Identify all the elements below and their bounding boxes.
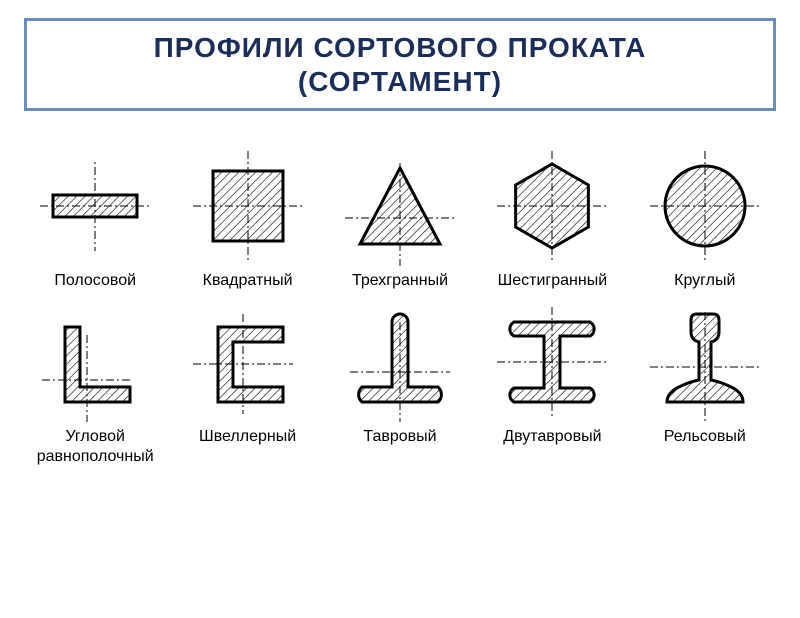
label-triangle: Трехгранный bbox=[352, 271, 448, 291]
cell-tee: Тавровый bbox=[327, 297, 473, 467]
hexagon-icon bbox=[482, 141, 622, 271]
label-tee: Тавровый bbox=[363, 427, 436, 447]
angle-icon bbox=[25, 297, 165, 427]
cell-hexagon: Шестигранный bbox=[479, 141, 625, 291]
cell-circle: Круглый bbox=[632, 141, 778, 291]
page-title: ПРОФИЛИ СОРТОВОГО ПРОКАТА (СОРТАМЕНТ) bbox=[33, 31, 767, 98]
title-line-2: (СОРТАМЕНТ) bbox=[298, 66, 502, 97]
triangle-icon bbox=[330, 141, 470, 271]
cell-square: Квадратный bbox=[174, 141, 320, 291]
title-line-1: ПРОФИЛИ СОРТОВОГО ПРОКАТА bbox=[154, 32, 647, 63]
label-angle: Угловой равнополочный bbox=[22, 427, 168, 467]
cell-triangle: Трехгранный bbox=[327, 141, 473, 291]
square-icon bbox=[178, 141, 318, 271]
cell-angle: Угловой равнополочный bbox=[22, 297, 168, 467]
circle-icon bbox=[635, 141, 775, 271]
channel-icon bbox=[178, 297, 318, 427]
cell-rail: Рельсовый bbox=[632, 297, 778, 467]
label-square: Квадратный bbox=[203, 271, 293, 291]
label-channel: Швеллерный bbox=[199, 427, 296, 447]
rail-icon bbox=[635, 297, 775, 427]
cell-strip: Полосовой bbox=[22, 141, 168, 291]
label-rail: Рельсовый bbox=[664, 427, 746, 447]
ibeam-icon bbox=[482, 297, 622, 427]
cell-ibeam: Двутавровый bbox=[479, 297, 625, 467]
label-circle: Круглый bbox=[674, 271, 735, 291]
label-ibeam: Двутавровый bbox=[503, 427, 601, 447]
label-strip: Полосовой bbox=[54, 271, 136, 291]
profile-grid: Полосовой Квадратный Трехгранный Шестигр… bbox=[0, 121, 800, 477]
tee-icon bbox=[330, 297, 470, 427]
title-box: ПРОФИЛИ СОРТОВОГО ПРОКАТА (СОРТАМЕНТ) bbox=[24, 18, 776, 111]
strip-icon bbox=[25, 141, 165, 271]
cell-channel: Швеллерный bbox=[174, 297, 320, 467]
label-hexagon: Шестигранный bbox=[498, 271, 608, 291]
